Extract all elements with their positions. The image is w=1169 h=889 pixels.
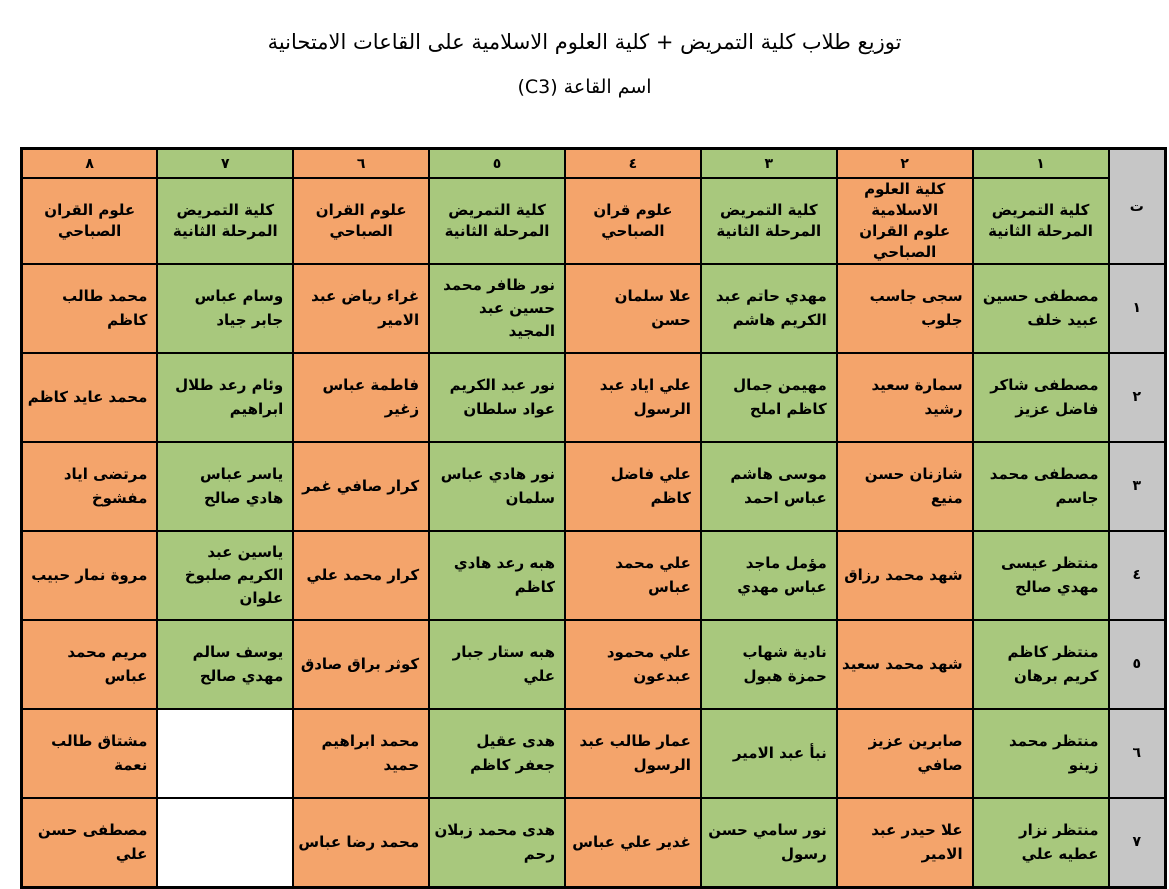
student-cell: هدى محمد زبلان رحم xyxy=(428,797,566,889)
student-cell: موسى هاشم عباس احمد xyxy=(699,441,838,532)
row-number: ٤ xyxy=(1107,530,1167,621)
student-cell: علا حيدر عبد الامير xyxy=(835,797,974,889)
student-cell: محمد رضا عباس xyxy=(292,797,431,889)
student-cell: مروة نمار حبيب xyxy=(20,530,159,621)
empty-cell xyxy=(156,708,295,799)
column-number: ٣ xyxy=(699,147,838,179)
table-row: ٦ منتظر محمد زينو صابرين عزيز صافي نبأ ع… xyxy=(20,708,1167,799)
row-number: ٦ xyxy=(1107,708,1167,799)
student-cell: مهدي حاتم عبد الكريم هاشم xyxy=(699,263,838,354)
student-cell: محمد ابراهيم حميد xyxy=(292,708,431,799)
table-row: ٧ منتظر نزار عطيه علي علا حيدر عبد الامي… xyxy=(20,797,1167,889)
row-number: ٥ xyxy=(1107,619,1167,710)
student-cell: شهد محمد رزاق xyxy=(835,530,974,621)
student-cell: علي محمود عبدعون xyxy=(564,619,702,710)
row-number: ٧ xyxy=(1107,797,1167,889)
row-number: ٣ xyxy=(1107,441,1167,532)
student-cell: نور ظافر محمد حسين عبد المجيد xyxy=(428,263,566,354)
student-cell: هبه رعد هادي كاظم xyxy=(428,530,566,621)
row-number: ١ xyxy=(1107,263,1167,354)
college-header: كلية العلوم الاسلامية علوم القران الصباح… xyxy=(835,177,974,265)
student-cell: مهيمن جمال كاظم املح xyxy=(699,352,838,443)
college-header: علوم القران الصباحي xyxy=(20,177,159,265)
student-cell: مصطفى حسن علي xyxy=(20,797,159,889)
student-cell: مريم محمد عباس xyxy=(20,619,159,710)
student-cell: كرار صافي غمر xyxy=(292,441,431,532)
seating-table-container: ت ١ ٢ ٣ ٤ ٥ ٦ ٧ ٨ كلية التمريض المرحلة ا… xyxy=(20,147,1167,889)
empty-cell xyxy=(156,797,295,889)
student-cell: غدير علي عباس xyxy=(564,797,702,889)
student-cell: منتظر محمد زينو xyxy=(971,708,1110,799)
table-row: ٥ منتظر كاظم كريم برهان شهد محمد سعيد نا… xyxy=(20,619,1167,710)
student-cell: منتظر كاظم كريم برهان xyxy=(971,619,1110,710)
students-distribution-table: ت ١ ٢ ٣ ٤ ٥ ٦ ٧ ٨ كلية التمريض المرحلة ا… xyxy=(20,147,1167,889)
college-header: كلية التمريض المرحلة الثانية xyxy=(156,177,295,265)
student-cell: علي فاضل كاظم xyxy=(564,441,702,532)
student-cell: محمد طالب كاظم xyxy=(20,263,159,354)
student-cell: فاطمة عباس زغير xyxy=(292,352,431,443)
student-cell: هدى عقيل جعفر كاظم xyxy=(428,708,566,799)
student-cell: علي محمد عباس xyxy=(564,530,702,621)
student-cell: صابرين عزيز صافي xyxy=(835,708,974,799)
column-numbers-row: ت ١ ٢ ٣ ٤ ٥ ٦ ٧ ٨ xyxy=(20,147,1167,265)
student-cell: مصطفى حسين عبيد خلف xyxy=(971,263,1110,354)
college-header: علوم القران الصباحي xyxy=(292,177,431,265)
hall-name-subtitle: اسم القاعة (C3) xyxy=(517,76,652,98)
student-cell: نور هادي عباس سلمان xyxy=(428,441,566,532)
table-row: ١ مصطفى حسين عبيد خلف سجى جاسب جلوب مهدي… xyxy=(20,263,1167,354)
student-cell: علا سلمان حسن xyxy=(564,263,702,354)
student-cell: نور عبد الكريم عواد سلطان xyxy=(428,352,566,443)
table-row: ٤ منتظر عيسى مهدي صالح شهد محمد رزاق مؤم… xyxy=(20,530,1167,621)
student-cell: سمارة سعيد رشيد xyxy=(835,352,974,443)
column-number: ٢ xyxy=(835,147,974,179)
student-cell: شهد محمد سعيد xyxy=(835,619,974,710)
student-cell: هبه ستار جبار علي xyxy=(428,619,566,710)
column-number: ١ xyxy=(971,147,1110,179)
student-cell: محمد عايد كاظم xyxy=(20,352,159,443)
student-cell: سجى جاسب جلوب xyxy=(835,263,974,354)
serial-header: ت xyxy=(1107,147,1167,265)
document-header: توزيع طلاب كلية التمريض + كلية العلوم ال… xyxy=(0,30,1169,98)
student-cell: مصطفى محمد جاسم xyxy=(971,441,1110,532)
student-cell: يوسف سالم مهدي صالح xyxy=(156,619,295,710)
row-number: ٢ xyxy=(1107,352,1167,443)
college-header: كلية التمريض المرحلة الثانية xyxy=(428,177,566,265)
student-cell: كوثر براق صادق xyxy=(292,619,431,710)
table-row: ٣ مصطفى محمد جاسم شازنان حسن منيع موسى ه… xyxy=(20,441,1167,532)
student-cell: وسام عباس جابر جياد xyxy=(156,263,295,354)
college-header: كلية التمريض المرحلة الثانية xyxy=(971,177,1110,265)
table-row: ٢ مصطفى شاكر فاضل عزيز سمارة سعيد رشيد م… xyxy=(20,352,1167,443)
student-cell: مصطفى شاكر فاضل عزيز xyxy=(971,352,1110,443)
student-cell: منتظر عيسى مهدي صالح xyxy=(971,530,1110,621)
college-header: علوم قران الصباحي xyxy=(564,177,702,265)
column-number: ٥ xyxy=(428,147,566,179)
student-cell: مشتاق طالب نعمة xyxy=(20,708,159,799)
student-cell: ياسر عباس هادي صالح xyxy=(156,441,295,532)
student-cell: نبأ عبد الامير xyxy=(699,708,838,799)
student-cell: علي اياد عبد الرسول xyxy=(564,352,702,443)
student-cell: ياسين عبد الكريم صلبوخ علوان xyxy=(156,530,295,621)
student-cell: مؤمل ماجد عباس مهدي xyxy=(699,530,838,621)
page-title: توزيع طلاب كلية التمريض + كلية العلوم ال… xyxy=(267,30,902,54)
student-cell: وئام رعد طلال ابراهيم xyxy=(156,352,295,443)
student-cell: مرتضى اياد مفشوخ xyxy=(20,441,159,532)
column-number: ٨ xyxy=(20,147,159,179)
column-number: ٦ xyxy=(292,147,431,179)
student-cell: نادية شهاب حمزة هبول xyxy=(699,619,838,710)
college-header: كلية التمريض المرحلة الثانية xyxy=(699,177,838,265)
column-number: ٧ xyxy=(156,147,295,179)
column-number: ٤ xyxy=(564,147,702,179)
student-cell: منتظر نزار عطيه علي xyxy=(971,797,1110,889)
student-cell: نور سامي حسن رسول xyxy=(699,797,838,889)
student-cell: عمار طالب عبد الرسول xyxy=(564,708,702,799)
college-headers-row: كلية التمريض المرحلة الثانية كلية العلوم… xyxy=(20,177,1166,265)
student-cell: شازنان حسن منيع xyxy=(835,441,974,532)
student-cell: كرار محمد علي xyxy=(292,530,431,621)
student-cell: غراء رياض عبد الامير xyxy=(292,263,431,354)
